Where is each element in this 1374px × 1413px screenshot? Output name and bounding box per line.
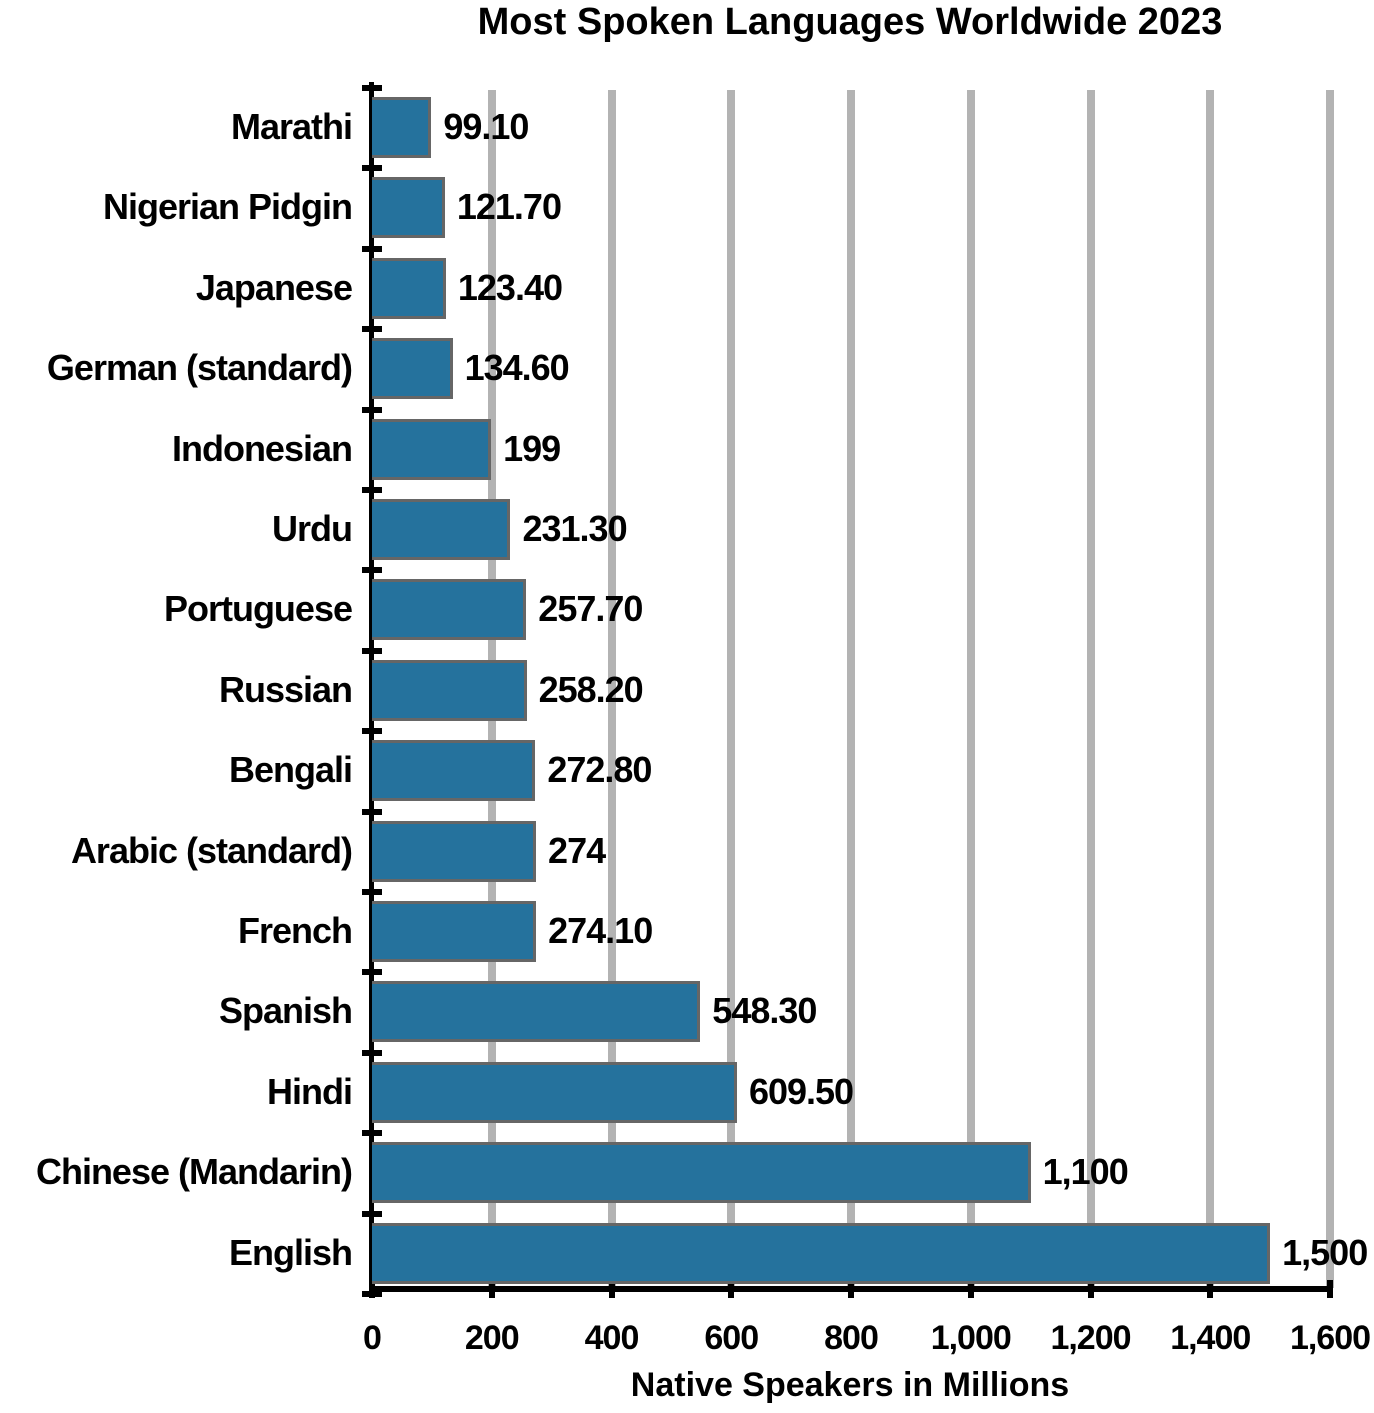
bar-value-label: 99.10 <box>443 106 529 147</box>
category-label: Indonesian <box>171 427 353 469</box>
x-tick <box>1087 1280 1094 1298</box>
bar <box>372 338 453 400</box>
x-tick-label: 1,200 <box>1050 1319 1131 1357</box>
x-tick <box>488 1280 495 1298</box>
x-tick-label: 1,400 <box>1170 1319 1251 1357</box>
x-tick-label: 0 <box>363 1319 382 1357</box>
category-label: Russian <box>218 668 353 710</box>
gridline <box>607 90 616 1288</box>
x-tick-label: 1,600 <box>1289 1319 1371 1357</box>
x-tick <box>728 1280 735 1298</box>
category-label: English <box>228 1231 353 1273</box>
y-tick <box>362 728 382 735</box>
bar <box>372 1142 1031 1204</box>
y-tick <box>362 326 382 333</box>
y-tick <box>362 487 382 493</box>
bar-value-label: 257.70 <box>538 588 643 630</box>
y-tick <box>362 245 382 252</box>
bar <box>372 659 527 721</box>
x-axis-title: Native Speakers in Millions <box>630 1366 1070 1404</box>
y-tick <box>362 406 382 413</box>
y-tick <box>362 889 382 895</box>
category-label: Arabic (standard) <box>70 829 353 871</box>
y-tick <box>362 85 382 91</box>
x-tick <box>1327 1280 1333 1298</box>
bar-value-label: 272.80 <box>547 749 652 791</box>
category-label: Spanish <box>218 990 353 1032</box>
bar <box>372 901 537 962</box>
category-label: Japanese <box>195 266 353 308</box>
bar <box>372 499 511 560</box>
x-tick-label: 600 <box>704 1319 759 1357</box>
category-label: Marathi <box>230 106 353 147</box>
bar-value-label: 258.20 <box>538 668 644 710</box>
gridline <box>1206 90 1215 1288</box>
category-label: German (standard) <box>46 347 353 389</box>
x-tick <box>848 1280 854 1298</box>
y-tick <box>362 1210 382 1217</box>
y-tick <box>362 647 382 654</box>
y-tick <box>362 808 382 815</box>
bar-value-label: 231.30 <box>522 508 627 549</box>
plot-area: 99.10 121.70 123.40 134.60 199 231.30 257.70 25… <box>362 82 1368 1298</box>
x-tick-label: 400 <box>584 1319 640 1357</box>
chart-title: Most Spoken Languages Worldwide 2023 <box>477 1 1223 43</box>
x-tick-label: 200 <box>464 1319 520 1357</box>
bar <box>372 418 492 480</box>
bar <box>372 740 536 802</box>
bar <box>372 579 527 641</box>
category-label: Bengali <box>228 749 353 791</box>
y-tick <box>362 165 382 172</box>
category-label: Portuguese <box>163 588 353 630</box>
x-tick-label: 1,000 <box>930 1319 1012 1357</box>
x-tick <box>608 1280 615 1298</box>
category-label: Urdu <box>272 508 353 549</box>
bar <box>372 981 701 1043</box>
gridline <box>1086 90 1095 1288</box>
y-tick <box>362 567 382 574</box>
bar-value-label: 199 <box>503 427 561 469</box>
y-tick <box>362 1130 382 1137</box>
bar <box>372 1222 1271 1284</box>
category-label: French <box>237 910 353 951</box>
bar <box>372 1061 737 1123</box>
x-tick <box>1207 1280 1214 1298</box>
y-tick <box>362 1049 382 1056</box>
bar <box>372 820 537 882</box>
bar-value-label: 121.70 <box>456 186 562 228</box>
x-tick-label: 800 <box>824 1319 879 1357</box>
bar-value-label: 548.30 <box>712 990 817 1032</box>
category-label: Hindi <box>267 1070 353 1112</box>
bar-value-label: 1,500 <box>1282 1231 1368 1273</box>
bar <box>372 97 432 158</box>
bar-value-label: 274 <box>548 829 606 871</box>
bar-value-label: 274.10 <box>548 910 653 951</box>
gridline <box>727 90 736 1288</box>
category-label: Chinese (Mandarin) <box>35 1151 353 1193</box>
bar-value-label: 123.40 <box>457 266 563 308</box>
bar <box>372 257 446 319</box>
x-tick <box>967 1280 974 1298</box>
bar-value-label: 609.50 <box>748 1070 854 1112</box>
y-tick <box>362 969 382 976</box>
bar-value-label: 1,100 <box>1042 1151 1129 1193</box>
bar-value-label: 134.60 <box>464 347 570 389</box>
category-label: Nigerian Pidgin <box>102 186 353 228</box>
y-axis <box>369 82 374 1292</box>
x-tick <box>369 1280 375 1298</box>
gridline <box>1326 90 1334 1288</box>
gridline <box>966 90 975 1288</box>
bar <box>372 177 445 239</box>
gridline <box>847 90 855 1288</box>
